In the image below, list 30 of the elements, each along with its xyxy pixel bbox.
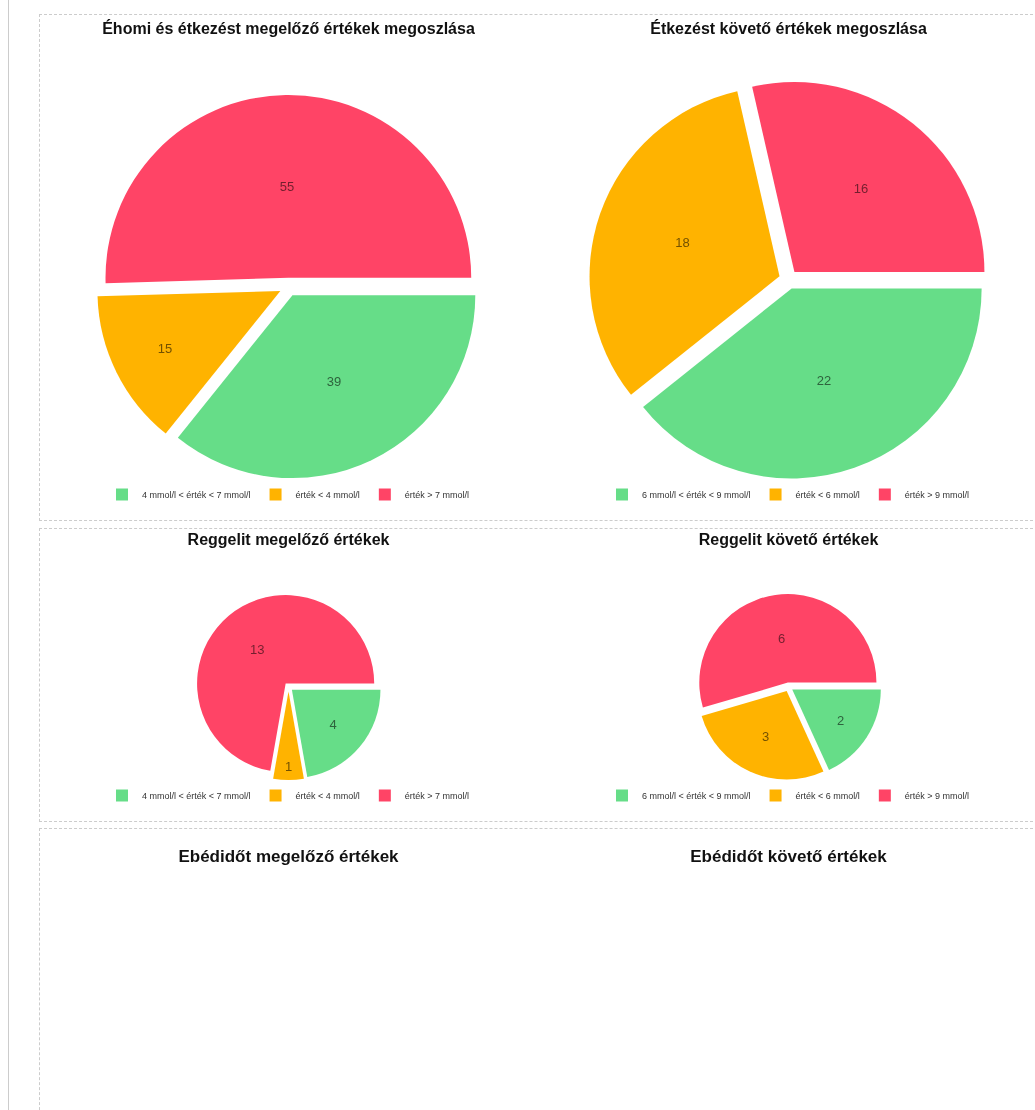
- data-label: 16: [853, 181, 869, 197]
- legend-label: 4 mmol/l < érték < 7 mmol/l: [142, 490, 251, 501]
- legend-label: érték > 9 mmol/l: [904, 791, 970, 802]
- text: Ebédidőt követő értékek: [689, 847, 888, 867]
- chart-title: Reggelit megelőző értékek: [187, 530, 390, 548]
- data-label: 18: [675, 234, 690, 250]
- data-label: 2: [836, 712, 845, 728]
- chart-title: Éhomi és étkezést megelőző értékek megoszlása: [102, 18, 475, 37]
- legend-label: érték < 6 mmol/l: [795, 490, 860, 501]
- data-label: 55: [279, 178, 295, 194]
- legend-label: 6 mmol/l < érték < 9 mmol/l: [642, 791, 751, 802]
- data-label: 13: [249, 642, 265, 658]
- data-label: 22: [816, 373, 832, 389]
- legend-label: 4 mmol/l < érték < 7 mmol/l: [142, 791, 251, 802]
- legend-label: 6 mmol/l < érték < 9 mmol/l: [642, 490, 751, 501]
- chart-title: Reggelit követő értékek: [698, 530, 879, 548]
- legend-label: érték < 4 mmol/l: [295, 791, 360, 802]
- text: Ebédidőt megelőző értékek: [177, 847, 400, 867]
- data-label: 4: [329, 717, 337, 732]
- legend-label: érték < 6 mmol/l: [795, 791, 860, 802]
- data-label: 15: [157, 340, 173, 356]
- chart-title: Étkezést követő értékek megoszlása: [650, 18, 927, 37]
- data-label: 6: [777, 631, 786, 647]
- legend-label: érték > 7 mmol/l: [404, 791, 470, 802]
- data-label: 1: [284, 759, 293, 775]
- legend-label: érték > 9 mmol/l: [904, 490, 970, 501]
- data-label: 39: [326, 374, 342, 390]
- legend-label: érték < 4 mmol/l: [295, 490, 360, 501]
- data-label: 3: [762, 729, 770, 745]
- legend-label: érték > 7 mmol/l: [404, 490, 470, 501]
